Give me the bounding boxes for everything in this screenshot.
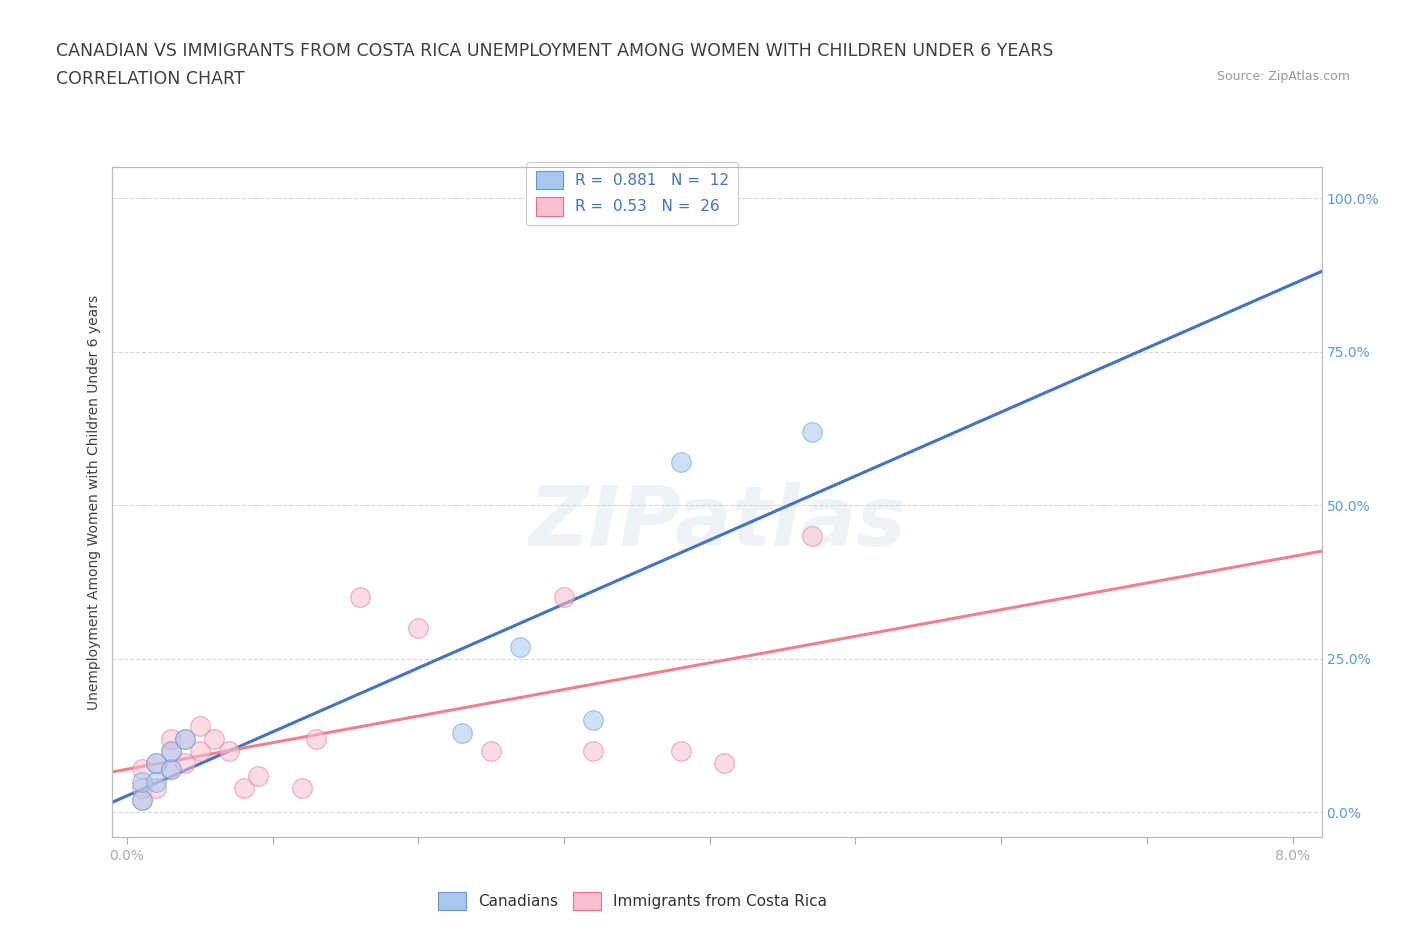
Point	[159, 762, 181, 777]
Point	[159, 744, 181, 759]
Point	[713, 756, 735, 771]
Point	[145, 780, 167, 795]
Point	[408, 620, 430, 635]
Point	[131, 792, 153, 807]
Point	[582, 744, 605, 759]
Point	[159, 744, 181, 759]
Point	[291, 780, 314, 795]
Point	[800, 424, 823, 439]
Point	[131, 780, 153, 795]
Point	[305, 731, 328, 746]
Point	[582, 712, 605, 727]
Point	[188, 744, 211, 759]
Legend: Canadians, Immigrants from Costa Rica: Canadians, Immigrants from Costa Rica	[432, 885, 832, 916]
Point	[451, 725, 474, 740]
Point	[232, 780, 254, 795]
Point	[509, 639, 531, 654]
Point	[159, 731, 181, 746]
Point	[174, 756, 197, 771]
Point	[145, 756, 167, 771]
Point	[131, 792, 153, 807]
Point	[479, 744, 502, 759]
Point	[247, 768, 270, 783]
Point	[159, 762, 181, 777]
Point	[131, 762, 153, 777]
Point	[188, 719, 211, 734]
Point	[553, 590, 575, 604]
Point	[131, 775, 153, 790]
Point	[669, 455, 692, 470]
Text: Source: ZipAtlas.com: Source: ZipAtlas.com	[1216, 70, 1350, 83]
Point	[145, 775, 167, 790]
Point	[204, 731, 226, 746]
Point	[669, 744, 692, 759]
Point	[174, 731, 197, 746]
Point	[145, 756, 167, 771]
Text: CANADIAN VS IMMIGRANTS FROM COSTA RICA UNEMPLOYMENT AMONG WOMEN WITH CHILDREN UN: CANADIAN VS IMMIGRANTS FROM COSTA RICA U…	[56, 42, 1053, 60]
Point	[218, 744, 240, 759]
Point	[349, 590, 371, 604]
Text: CORRELATION CHART: CORRELATION CHART	[56, 70, 245, 87]
Point	[174, 731, 197, 746]
Y-axis label: Unemployment Among Women with Children Under 6 years: Unemployment Among Women with Children U…	[87, 295, 101, 710]
Text: ZIPatlas: ZIPatlas	[529, 482, 905, 563]
Point	[800, 528, 823, 543]
